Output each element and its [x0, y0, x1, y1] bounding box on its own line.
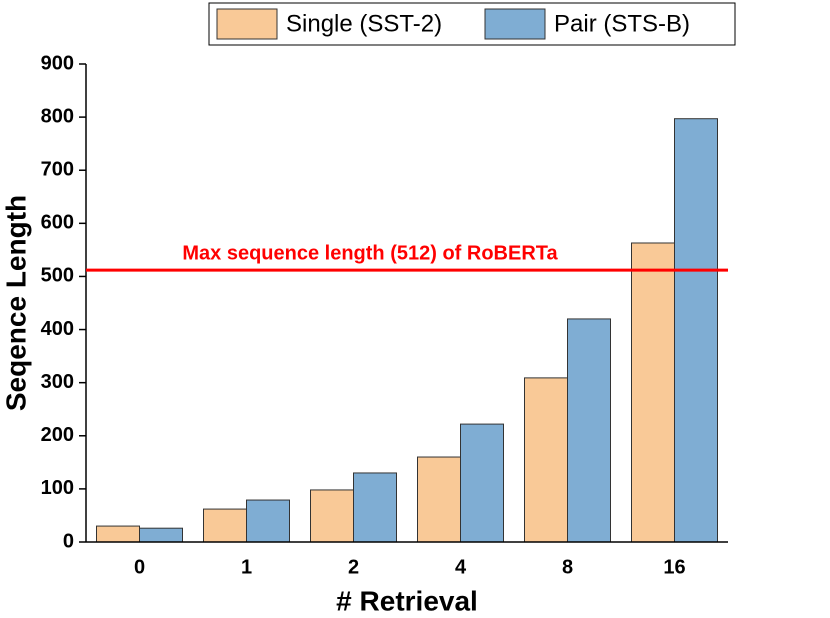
y-axis-title: Seqence Length	[0, 195, 31, 411]
bar	[203, 508, 247, 543]
bar	[310, 489, 354, 543]
bar	[524, 377, 568, 543]
x-tick-label: 1	[241, 556, 252, 578]
reference-label: Max sequence length (512) of RoBERTa	[182, 242, 558, 264]
x-tick-label: 8	[562, 556, 573, 578]
y-tick-label: 300	[41, 371, 74, 393]
y-tick-label: 500	[41, 265, 74, 287]
legend-label: Single (SST-2)	[286, 10, 442, 37]
bar	[246, 499, 290, 543]
bar	[417, 456, 461, 543]
y-tick-label: 0	[63, 530, 74, 552]
y-tick-label: 400	[41, 318, 74, 340]
legend-swatch	[484, 8, 546, 40]
y-tick-label: 700	[41, 159, 74, 181]
x-tick-label: 0	[134, 556, 145, 578]
legend-label: Pair (STS-B)	[554, 10, 690, 37]
y-tick-label: 200	[41, 424, 74, 446]
legend-box	[208, 2, 736, 46]
x-tick-label: 16	[663, 556, 685, 578]
y-tick-label: 900	[41, 52, 74, 74]
bar	[353, 472, 397, 543]
bar	[674, 118, 718, 543]
x-tick-label: 2	[348, 556, 359, 578]
bar	[460, 423, 504, 543]
y-tick-label: 800	[41, 105, 74, 127]
legend-swatch	[216, 8, 278, 40]
bar	[631, 242, 675, 543]
bar	[96, 525, 140, 543]
bar	[567, 318, 611, 543]
y-tick-label: 600	[41, 212, 74, 234]
x-tick-label: 4	[455, 556, 467, 578]
bar	[139, 527, 183, 543]
x-axis-title: # Retrieval	[336, 585, 478, 616]
y-tick-label: 100	[41, 477, 74, 499]
